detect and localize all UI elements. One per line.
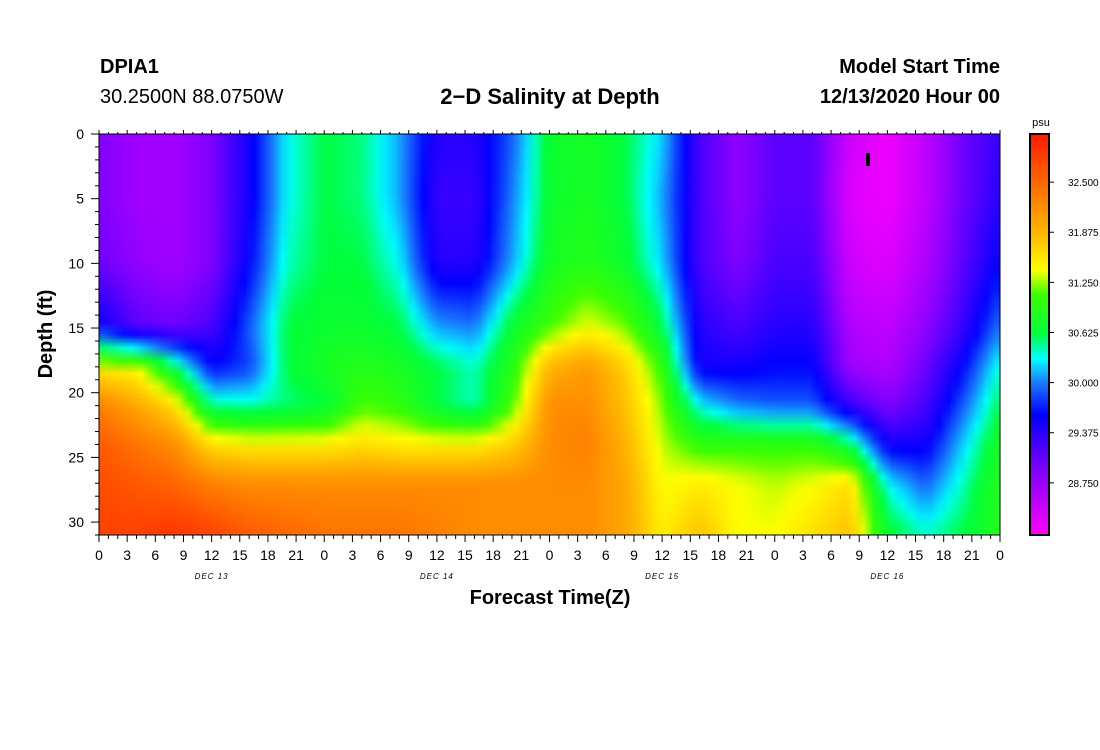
x-tick-label: 6	[602, 547, 610, 563]
x-tick-label: 9	[180, 547, 188, 563]
colorbar	[1029, 133, 1050, 536]
y-tick-label: 15	[68, 320, 84, 336]
model-start-label: Model Start Time	[839, 56, 1000, 78]
x-tick-label: 12	[654, 547, 670, 563]
colorbar-tick-label: 29.375	[1068, 429, 1099, 440]
x-tick-label: 21	[288, 547, 304, 563]
chart-title: 2−D Salinity at Depth	[440, 84, 660, 109]
y-tick-label: 25	[68, 449, 84, 465]
day-label: DEC 16	[870, 572, 904, 581]
x-tick-label: 15	[682, 547, 698, 563]
model-start-value: 12/13/2020 Hour 00	[819, 86, 1000, 108]
station-coordinates: 30.2500N 88.0750W	[100, 86, 284, 108]
x-tick-label: 9	[630, 547, 638, 563]
y-tick-label: 5	[76, 191, 84, 207]
heatmap-image	[99, 134, 1000, 535]
station-id: DPIA1	[100, 56, 159, 78]
y-tick-label: 10	[68, 255, 84, 271]
x-axis-label: Forecast Time(Z)	[470, 587, 631, 609]
y-axis: 0 5 10 15 20 25 30	[68, 126, 99, 536]
x-tick-label: 6	[827, 547, 835, 563]
colorbar-tick-label: 30.625	[1068, 328, 1099, 339]
x-tick-label: 0	[320, 547, 328, 563]
x-tick-label: 15	[457, 547, 473, 563]
y-tick-label: 30	[68, 514, 84, 530]
day-label: DEC 15	[645, 572, 679, 581]
y-tick-label: 20	[68, 385, 84, 401]
x-tick-label: 3	[123, 547, 131, 563]
x-tick-label: 3	[799, 547, 807, 563]
x-tick-label: 6	[151, 547, 159, 563]
x-tick-label: 15	[232, 547, 248, 563]
marker-dash	[866, 153, 870, 166]
x-tick-label: 9	[855, 547, 863, 563]
x-tick-label: 21	[514, 547, 530, 563]
colorbar-tick-label: 28.750	[1068, 479, 1099, 490]
x-tick-label: 18	[485, 547, 501, 563]
colorbar-unit: psu	[1032, 117, 1050, 129]
colorbar-tick-label: 32.500	[1068, 178, 1099, 189]
x-tick-label: 12	[880, 547, 896, 563]
x-tick-label: 3	[349, 547, 357, 563]
x-tick-label: 3	[574, 547, 582, 563]
colorbar-tick-label: 30.000	[1068, 379, 1099, 390]
y-tick-label: 0	[76, 126, 84, 142]
x-tick-label: 18	[711, 547, 727, 563]
colorbar-tick-label: 31.875	[1068, 228, 1099, 239]
x-tick-label: 12	[204, 547, 220, 563]
x-tick-label: 0	[771, 547, 779, 563]
y-axis-label: Depth (ft)	[35, 290, 57, 379]
x-tick-label: 21	[964, 547, 980, 563]
x-tick-label: 0	[95, 547, 103, 563]
x-axis: 0 3 6 9 12 15 18 21 0 3 6 9 12 15 18 21 0 3 6 9 12 15 18 21 0 3 6 9…	[95, 130, 1004, 563]
day-labels: DEC 13 DEC 14 DEC 15 DEC 16	[195, 572, 904, 581]
colorbar-tick-label: 31.250	[1068, 278, 1099, 289]
x-tick-label: 21	[739, 547, 755, 563]
x-tick-label: 0	[546, 547, 554, 563]
colorbar-ticks: 32.500 31.875 31.250 30.625 30.000 29.375 28.7…	[1049, 178, 1099, 490]
x-tick-label: 12	[429, 547, 445, 563]
day-label: DEC 14	[420, 572, 454, 581]
x-tick-label: 0	[996, 547, 1004, 563]
x-tick-label: 18	[936, 547, 952, 563]
x-tick-label: 6	[377, 547, 385, 563]
x-tick-label: 15	[908, 547, 924, 563]
x-tick-label: 18	[260, 547, 276, 563]
x-tick-label: 9	[405, 547, 413, 563]
day-label: DEC 13	[195, 572, 229, 581]
